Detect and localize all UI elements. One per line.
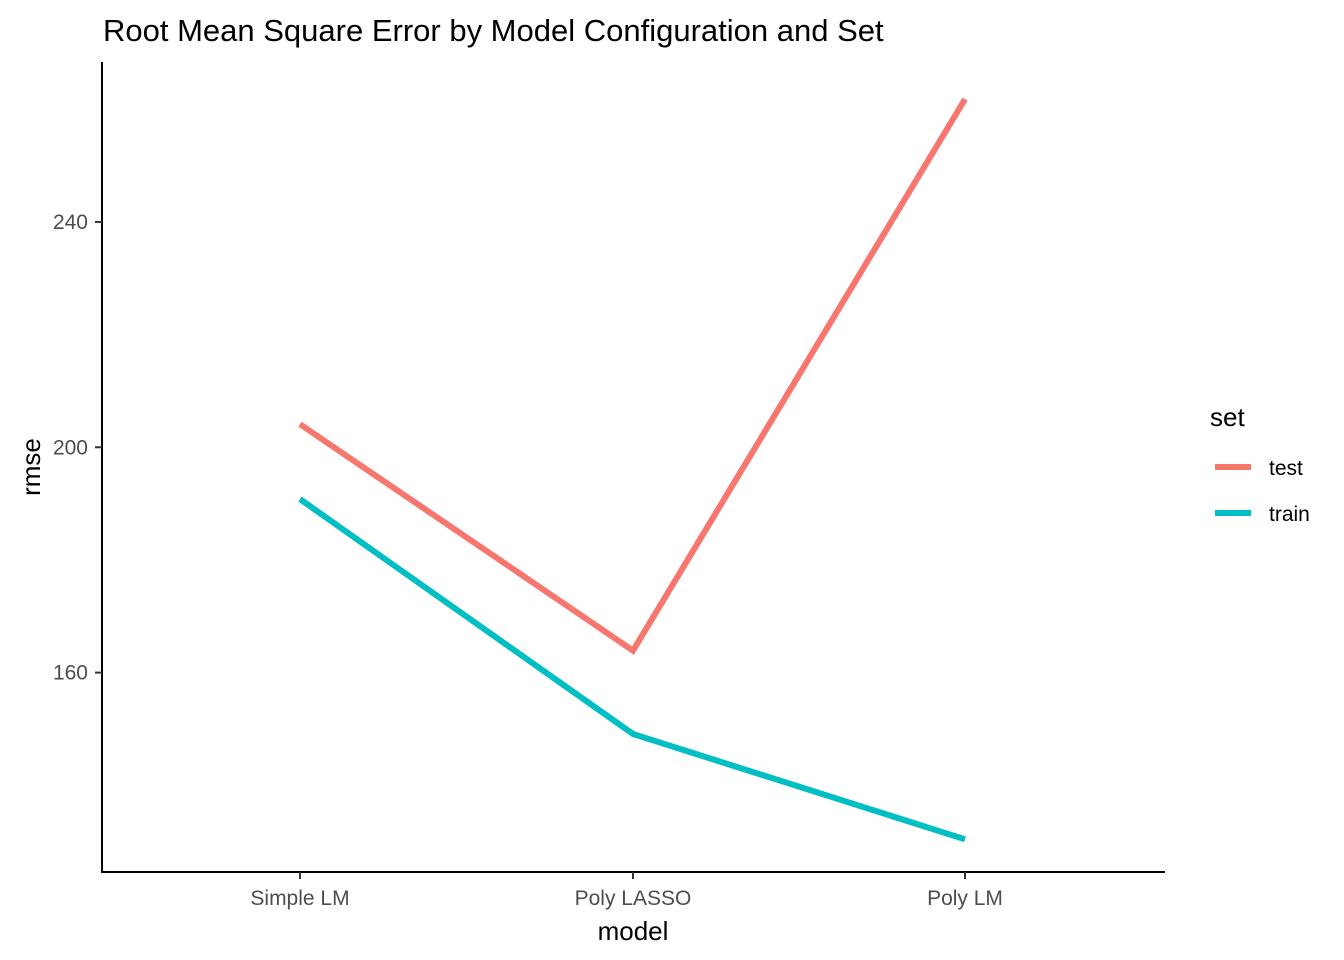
legend-label-test: test [1269, 457, 1303, 480]
x-tick-label: Poly LASSO [575, 887, 692, 910]
y-tick-label: 240 [53, 211, 88, 234]
legend: set test train [1210, 402, 1310, 526]
y-ticks: 160 200 240 [53, 211, 102, 685]
series-line-train [298, 496, 966, 843]
legend-title: set [1210, 402, 1245, 432]
legend-label-train: train [1269, 503, 1310, 526]
y-axis-title: rmse [16, 438, 46, 496]
plot-panel: 160 200 240 Simple LM Poly LASSO Poly LM [53, 62, 1165, 910]
x-tick-label: Poly LM [927, 887, 1003, 910]
legend-items: test train [1215, 457, 1310, 526]
series-line-test [298, 97, 968, 655]
chart-title: Root Mean Square Error by Model Configur… [103, 13, 884, 48]
series-layer [298, 97, 968, 843]
x-ticks: Simple LM Poly LASSO Poly LM [250, 872, 1003, 910]
x-tick-label: Simple LM [250, 887, 349, 910]
x-axis-title: model [598, 916, 669, 946]
y-tick-label: 160 [53, 662, 88, 685]
y-tick-label: 200 [53, 436, 88, 459]
